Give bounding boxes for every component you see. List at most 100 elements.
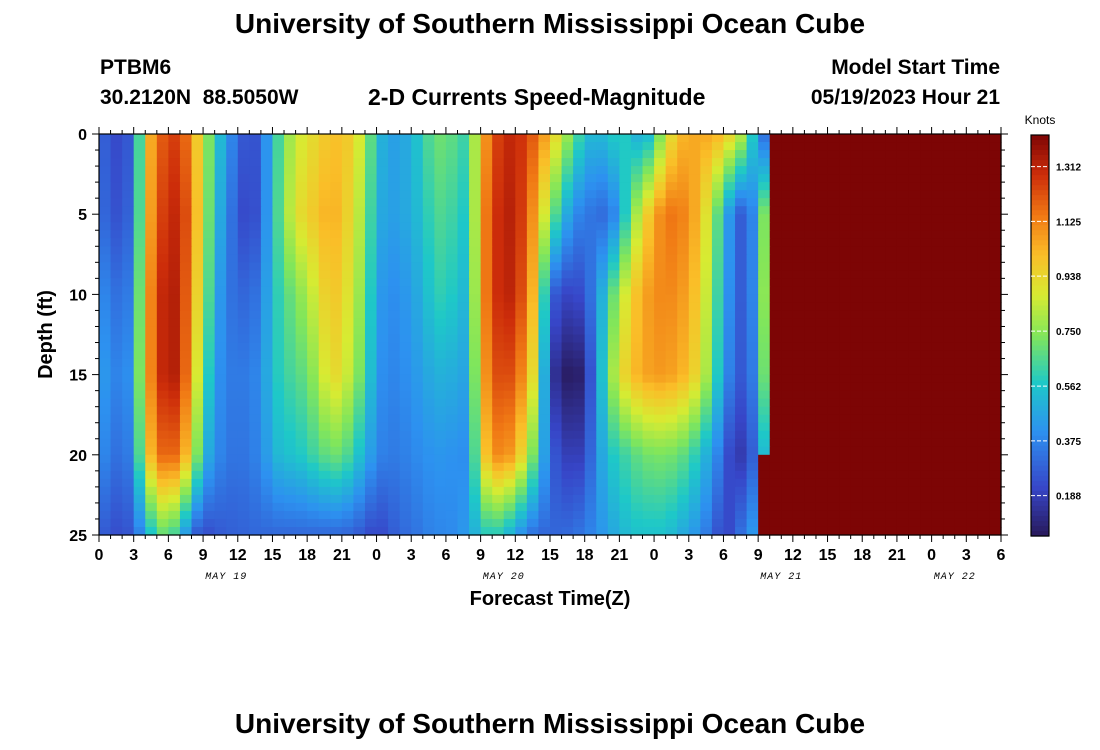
heatmap-cell (445, 158, 459, 167)
heatmap-cell (862, 374, 875, 384)
heatmap-cell (179, 342, 193, 352)
heatmap-cell (654, 294, 667, 304)
heatmap-cell (815, 262, 829, 271)
heatmap-cell (168, 454, 181, 464)
heatmap-cell (156, 302, 169, 312)
x-tick-label: 15 (819, 547, 837, 564)
heatmap-cell (746, 246, 759, 255)
heatmap-cell (503, 262, 516, 271)
heatmap-cell (226, 414, 239, 424)
heatmap-cell (260, 222, 274, 231)
heatmap-cell (307, 238, 320, 247)
heatmap-cell (862, 238, 875, 247)
heatmap-cell (827, 326, 840, 336)
heatmap-cell (977, 470, 991, 480)
heatmap-cell (492, 374, 505, 384)
colorbar-segment (1031, 235, 1049, 241)
heatmap-cell (954, 422, 967, 432)
heatmap-cell (977, 334, 991, 344)
heatmap-cell (99, 158, 112, 167)
heatmap-cell (353, 302, 366, 312)
heatmap-cell (573, 446, 586, 456)
heatmap-cell (700, 358, 713, 368)
heatmap-cell (330, 398, 343, 408)
heatmap-cell (422, 390, 435, 400)
heatmap-cell (538, 446, 551, 456)
heatmap-cell (596, 230, 609, 239)
heatmap-cell (422, 494, 435, 504)
heatmap-cell (480, 198, 493, 207)
heatmap-cell (550, 334, 563, 344)
heatmap-cell (989, 190, 1002, 199)
heatmap-cell (827, 478, 840, 488)
heatmap-cell (954, 278, 967, 287)
heatmap-cell (341, 198, 355, 207)
heatmap-cell (457, 486, 470, 496)
heatmap-cell (122, 374, 135, 384)
heatmap-cell (954, 230, 967, 239)
heatmap-cell (399, 510, 412, 520)
heatmap-cell (422, 150, 435, 159)
chart-subtitle: 2-D Currents Speed-Magnitude (368, 84, 706, 110)
heatmap-cell (619, 182, 632, 191)
heatmap-cell (943, 470, 956, 480)
heatmap-cell (168, 134, 181, 143)
heatmap-cell (133, 190, 146, 199)
heatmap-cell (966, 310, 979, 320)
heatmap-cell (700, 334, 713, 344)
heatmap-cell (503, 222, 516, 231)
heatmap-cell (746, 478, 759, 488)
heatmap-cell (364, 198, 378, 207)
heatmap-cell (815, 406, 829, 416)
heatmap-cell (457, 246, 470, 255)
heatmap-cell (665, 446, 678, 456)
heatmap-cell (966, 142, 979, 151)
heatmap-cell (422, 382, 435, 392)
heatmap-cell (168, 510, 181, 520)
heatmap-cell (145, 454, 158, 464)
heatmap-cell (977, 502, 991, 512)
heatmap-cell (989, 318, 1002, 328)
heatmap-cell (156, 262, 169, 271)
heatmap-cell (908, 270, 921, 279)
heatmap-cell (295, 286, 308, 295)
heatmap-cell (364, 318, 378, 328)
heatmap-cell (943, 214, 956, 223)
heatmap-cell (827, 518, 840, 528)
heatmap-cell (168, 246, 181, 255)
heatmap-cell (596, 310, 609, 320)
heatmap-cell (411, 150, 424, 159)
heatmap-cell (376, 502, 389, 512)
heatmap-cell (469, 134, 482, 143)
heatmap-cell (457, 494, 470, 504)
heatmap-cell (677, 286, 690, 295)
heatmap-cell (179, 174, 193, 183)
heatmap-cell (584, 134, 597, 143)
heatmap-cell (214, 286, 227, 295)
heatmap-cell (804, 374, 817, 384)
heatmap-cell (422, 470, 435, 480)
heatmap-cell (654, 366, 667, 376)
heatmap-cell (989, 158, 1002, 167)
heatmap-cell (977, 358, 991, 368)
heatmap-cell (792, 422, 806, 432)
heatmap-cell (526, 326, 540, 336)
heatmap-cell (943, 366, 956, 376)
heatmap-cell (260, 310, 274, 320)
heatmap-cell (318, 286, 331, 295)
heatmap-cell (330, 510, 343, 520)
heatmap-cell (561, 446, 574, 456)
heatmap-cell (318, 198, 331, 207)
heatmap-cell (445, 198, 459, 207)
heatmap-cell (642, 326, 655, 336)
heatmap-cell (977, 158, 991, 167)
heatmap-cell (920, 182, 933, 191)
x-tick-label: 18 (853, 547, 871, 564)
heatmap-cell (735, 438, 748, 448)
heatmap-cell (885, 430, 898, 440)
heatmap-cell (457, 270, 470, 279)
heatmap-cell (526, 286, 540, 295)
heatmap-cell (341, 254, 355, 263)
heatmap-cell (735, 502, 748, 512)
heatmap-cell (642, 382, 655, 392)
